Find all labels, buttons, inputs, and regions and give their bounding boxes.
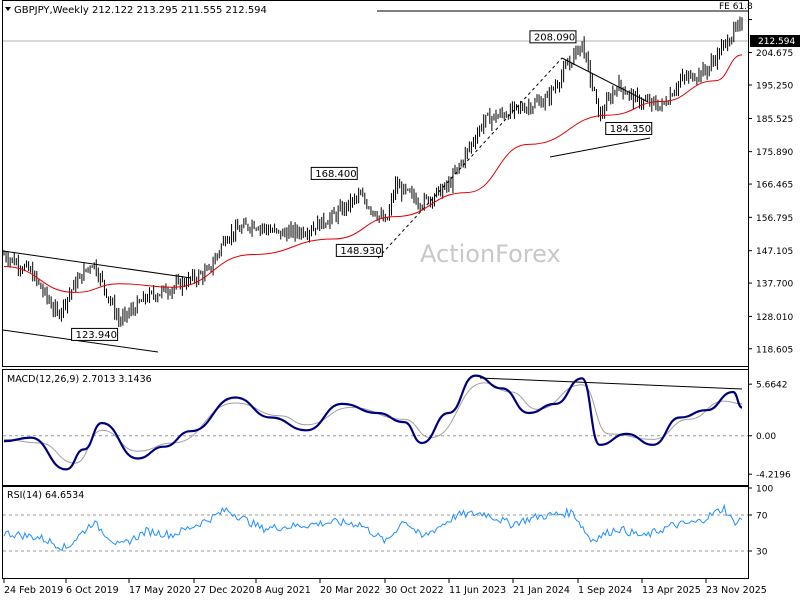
moving-average-line bbox=[3, 54, 743, 293]
price-tick-label: 128.010 bbox=[756, 313, 793, 323]
price-annotation: 123.940 bbox=[71, 327, 119, 341]
x-tick-label: 21 Jan 2024 bbox=[513, 585, 570, 596]
annotation-box bbox=[310, 166, 358, 180]
annotation-box bbox=[605, 122, 653, 136]
annotation-box bbox=[529, 30, 577, 44]
macd-tick-label: 0.00 bbox=[756, 432, 776, 442]
rsi-grid bbox=[3, 514, 748, 552]
x-tick-label: 24 Feb 2019 bbox=[4, 585, 63, 596]
x-tick-label: 1 Sep 2024 bbox=[578, 585, 632, 596]
rsi-axis: 100 70 30 bbox=[748, 485, 773, 558]
fe-level-label: FE 61.8 bbox=[719, 2, 753, 12]
rsi-tick-label: 70 bbox=[756, 512, 768, 522]
rsi-tick-label: 100 bbox=[756, 485, 773, 495]
trendline-upper-2019 bbox=[2, 250, 192, 279]
x-tick-label: 8 Aug 2021 bbox=[256, 585, 311, 596]
annotation-box bbox=[335, 243, 383, 257]
price-tick-label: 204.675 bbox=[756, 49, 793, 59]
macd-main-line bbox=[3, 374, 743, 471]
last-price-box bbox=[750, 35, 800, 47]
macd-axis: 5.6642 0.00 -4.2196 bbox=[748, 381, 791, 481]
price-tick-label: 166.465 bbox=[756, 181, 793, 191]
trendline-lower-2019 bbox=[2, 329, 159, 353]
price-tick-label: 147.105 bbox=[756, 247, 793, 257]
trendlines bbox=[2, 57, 651, 353]
rsi-tick-label: 30 bbox=[756, 548, 768, 558]
triangle-lower-line bbox=[549, 137, 651, 158]
annotation-label: 168.400 bbox=[315, 169, 356, 180]
x-tick-label: 6 Oct 2019 bbox=[66, 585, 119, 596]
x-tick-label: 23 Nov 2025 bbox=[706, 585, 767, 596]
macd-tick-label: 5.6642 bbox=[756, 381, 788, 391]
macd-tick-label: -4.2196 bbox=[756, 471, 791, 481]
price-tick-label: 195.250 bbox=[756, 82, 793, 92]
x-tick-label: 13 Apr 2025 bbox=[642, 585, 701, 596]
x-tick-label: 17 May 2020 bbox=[129, 585, 191, 596]
annotation-label: 123.940 bbox=[76, 330, 117, 341]
last-price-label: 212.594 bbox=[758, 37, 795, 47]
candles bbox=[3, 16, 743, 327]
price-annotations: 208.090 184.350 168.400 148.930 123.940 bbox=[71, 30, 653, 341]
price-tick-label: 185.525 bbox=[756, 115, 793, 125]
rsi-line bbox=[3, 503, 743, 552]
price-tick-label: 156.795 bbox=[756, 214, 793, 224]
x-tick-label: 20 Mar 2022 bbox=[320, 585, 380, 596]
watermark: ActionForex bbox=[420, 240, 561, 268]
annotation-label: 184.350 bbox=[610, 124, 651, 135]
price-annotation: 208.090 bbox=[529, 30, 577, 44]
rsi-title: RSI(14) 64.6534 bbox=[7, 490, 84, 501]
price-annotation: 148.930 bbox=[335, 243, 383, 257]
macd-title: MACD(12,26,9) 2.7013 3.1436 bbox=[7, 374, 152, 385]
macd-divergence-line bbox=[479, 377, 743, 390]
annotation-label: 148.930 bbox=[340, 246, 381, 257]
price-tick-label: 175.890 bbox=[756, 148, 793, 158]
x-tick-label: 30 Oct 2022 bbox=[385, 585, 444, 596]
dropdown-arrow-icon[interactable] bbox=[5, 7, 11, 11]
x-tick-label: 27 Dec 2020 bbox=[194, 585, 255, 596]
macd-signal-line bbox=[3, 382, 743, 464]
price-tick-label: 137.700 bbox=[756, 280, 793, 290]
price-tick-label: 118.605 bbox=[756, 345, 793, 355]
x-axis: 24 Feb 2019 6 Oct 2019 17 May 2020 27 Dec 2… bbox=[3, 579, 767, 596]
price-annotation: 168.400 bbox=[310, 166, 358, 180]
annotation-label: 208.090 bbox=[534, 32, 575, 43]
macd-panel-frame bbox=[2, 369, 749, 486]
projection-dashed-line bbox=[377, 57, 563, 259]
panel-frames bbox=[2, 0, 749, 579]
price-annotation: 184.350 bbox=[605, 122, 653, 136]
annotation-box bbox=[71, 327, 119, 341]
symbol-info: GBPJPY,Weekly 212.122 213.295 211.555 21… bbox=[14, 5, 267, 16]
last-price-tag: 212.594 bbox=[750, 35, 800, 47]
x-tick-label: 11 Jun 2023 bbox=[449, 585, 506, 596]
price-axis: 204.675 195.250 185.525 175.890 166.465 156.7… bbox=[748, 19, 793, 355]
